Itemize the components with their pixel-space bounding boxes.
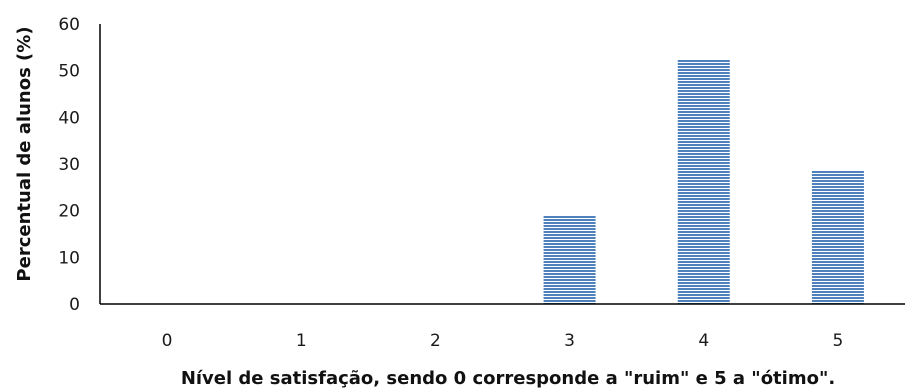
x-tick-label: 5 bbox=[833, 331, 844, 351]
y-tick-label: 50 bbox=[58, 62, 80, 82]
y-tick-label: 0 bbox=[69, 295, 80, 315]
x-tick-label: 2 bbox=[430, 331, 441, 351]
y-tick-label: 10 bbox=[58, 248, 80, 268]
x-axis-title: Nível de satisfação, sendo 0 corresponde… bbox=[181, 368, 835, 389]
bar bbox=[543, 215, 596, 304]
y-axis-ticks: 0 10 20 30 40 50 60 bbox=[58, 15, 80, 315]
bar bbox=[677, 59, 730, 304]
x-tick-label: 0 bbox=[162, 331, 173, 351]
x-axis-ticks: 0 1 2 3 4 5 bbox=[162, 331, 844, 351]
y-axis-title: Percentual de alunos (%) bbox=[14, 26, 35, 281]
x-tick-label: 3 bbox=[564, 331, 575, 351]
y-tick-label: 20 bbox=[58, 202, 80, 222]
y-tick-label: 30 bbox=[58, 155, 80, 175]
x-tick-label: 4 bbox=[698, 331, 709, 351]
x-tick-label: 1 bbox=[296, 331, 307, 351]
y-tick-label: 60 bbox=[58, 15, 80, 35]
bar bbox=[811, 171, 864, 304]
bars bbox=[543, 59, 864, 304]
y-tick-label: 40 bbox=[58, 108, 80, 128]
